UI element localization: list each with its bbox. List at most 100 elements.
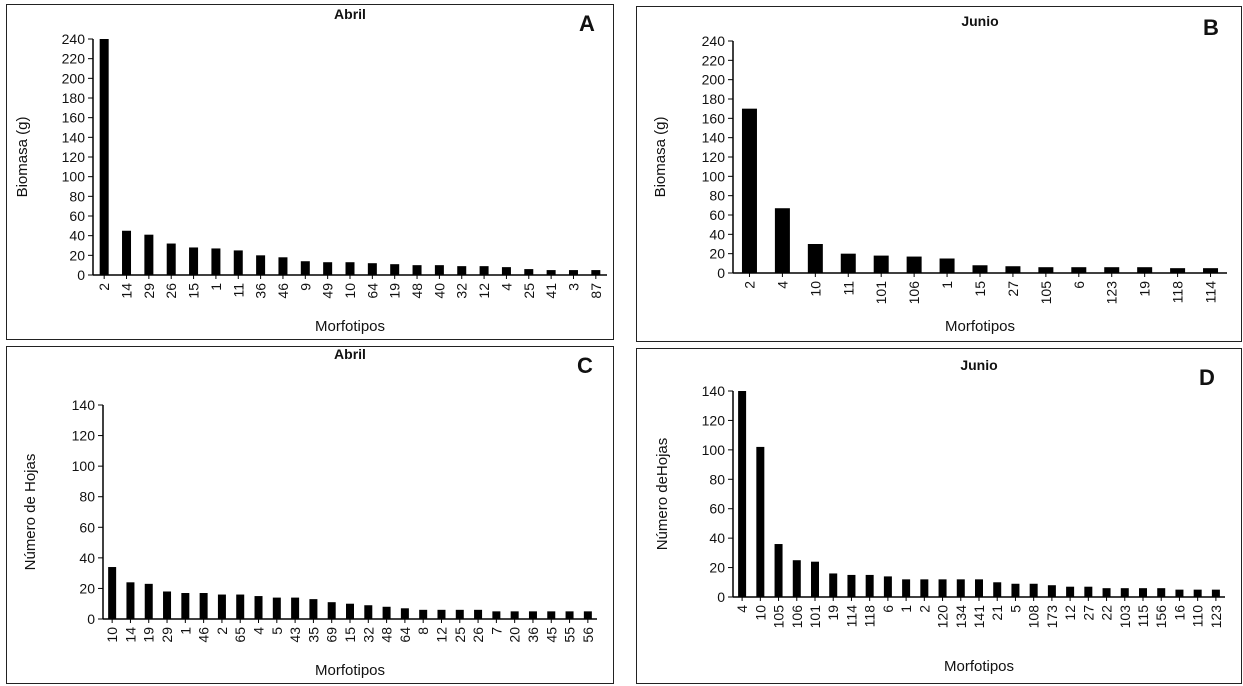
y-tick-label: 20 [709, 560, 725, 576]
y-tick-label: 40 [79, 550, 95, 566]
y-tick-label: 140 [702, 383, 726, 399]
x-axis-label: Morfotipos [944, 658, 1014, 675]
x-tick-label: 22 [1099, 605, 1115, 621]
bar [920, 579, 929, 597]
x-tick-label: 11 [230, 283, 246, 298]
bar [300, 261, 310, 275]
bar [1011, 583, 1020, 597]
bar [1066, 586, 1075, 597]
x-tick-label: 12 [1062, 605, 1078, 621]
y-tick-label: 0 [717, 589, 725, 605]
bar-chart: Junio B 0 20 40 60 80 100 120 140 160 180 200 220 240 2… [652, 13, 1227, 335]
bar [144, 583, 153, 619]
x-tick-label: 14 [119, 283, 135, 299]
bar [272, 597, 281, 619]
bar [993, 582, 1002, 597]
x-tick-label: 115 [1135, 605, 1151, 628]
x-tick-label: 64 [364, 283, 380, 299]
bar [199, 593, 208, 619]
bar [792, 560, 801, 597]
y-tick-label: 80 [69, 188, 85, 204]
bar [323, 262, 333, 275]
bar [309, 599, 318, 619]
bar [181, 593, 190, 619]
y-axis-label: Número de Hojas [22, 454, 39, 571]
x-tick-label: 55 [562, 627, 578, 643]
y-tick-label: 220 [62, 51, 86, 67]
bar [291, 597, 300, 619]
x-tick-label: 36 [253, 283, 269, 299]
y-tick-label: 60 [79, 519, 95, 535]
bar [591, 270, 601, 275]
bar [902, 579, 911, 597]
x-tick-label: 46 [196, 627, 212, 643]
x-tick-label: 10 [752, 605, 768, 621]
bar [163, 591, 172, 619]
bar [400, 608, 409, 619]
x-tick-label: 5 [1007, 605, 1023, 613]
bar [938, 579, 947, 597]
bar [738, 391, 747, 597]
x-tick-label: 19 [387, 283, 403, 299]
y-tick-label: 0 [77, 267, 85, 283]
x-tick-label: 19 [141, 627, 157, 643]
y-tick-label: 100 [72, 458, 96, 474]
bar [565, 611, 574, 619]
bar [524, 269, 534, 275]
bar [367, 263, 377, 275]
y-tick-label: 60 [709, 501, 725, 517]
bar [390, 264, 400, 275]
x-tick-label: 123 [1208, 605, 1224, 629]
bar [1029, 583, 1038, 597]
y-tick-label: 40 [709, 226, 725, 242]
y-tick-label: 140 [702, 130, 726, 146]
x-tick-label: 15 [186, 283, 202, 299]
bar [327, 602, 336, 619]
bar [811, 561, 819, 597]
bar [1120, 588, 1129, 597]
x-tick-label: 25 [521, 283, 537, 299]
bar [1047, 585, 1056, 597]
x-tick-label: 46 [275, 283, 291, 299]
y-tick-label: 120 [72, 428, 96, 444]
chart-panel-d: Junio D 0 20 40 60 80 100 120 140 4 10 105 106 101 19 11… [636, 348, 1242, 684]
bar [492, 611, 501, 619]
bar [382, 606, 391, 619]
x-axis-label: Morfotipos [315, 662, 385, 679]
x-tick-label: 6 [1071, 281, 1087, 289]
bar [510, 611, 519, 619]
bar [568, 270, 578, 275]
x-tick-label: 56 [580, 627, 596, 643]
y-tick-label: 120 [702, 149, 726, 165]
x-tick-label: 4 [774, 281, 790, 289]
bar [906, 256, 922, 273]
x-tick-label: 141 [971, 605, 987, 629]
y-tick-label: 180 [702, 91, 726, 107]
bar [126, 582, 135, 619]
x-tick-label: 27 [1080, 605, 1096, 621]
x-tick-label: 1 [208, 283, 224, 291]
bar [1193, 589, 1202, 597]
bar [1102, 588, 1111, 597]
y-tick-label: 220 [702, 52, 726, 68]
x-tick-label: 2 [214, 627, 230, 635]
bar [166, 243, 176, 275]
bar [1170, 268, 1186, 273]
x-tick-label: 114 [843, 605, 859, 628]
y-tick-label: 200 [62, 70, 86, 86]
bar [457, 266, 467, 275]
x-tick-label: 106 [789, 605, 805, 629]
x-tick-label: 10 [807, 281, 823, 297]
x-tick-label: 15 [972, 281, 988, 297]
chart-title: Junio [961, 13, 998, 29]
x-tick-label: 45 [543, 627, 559, 643]
x-tick-label: 114 [1203, 281, 1219, 304]
bar [1137, 267, 1153, 273]
y-tick-label: 80 [79, 489, 95, 505]
x-tick-label: 48 [379, 627, 395, 643]
x-tick-label: 20 [507, 627, 523, 643]
x-tick-label: 49 [320, 283, 336, 299]
x-tick-label: 2 [916, 605, 932, 613]
y-tick-label: 20 [69, 247, 85, 263]
bar [883, 576, 892, 597]
